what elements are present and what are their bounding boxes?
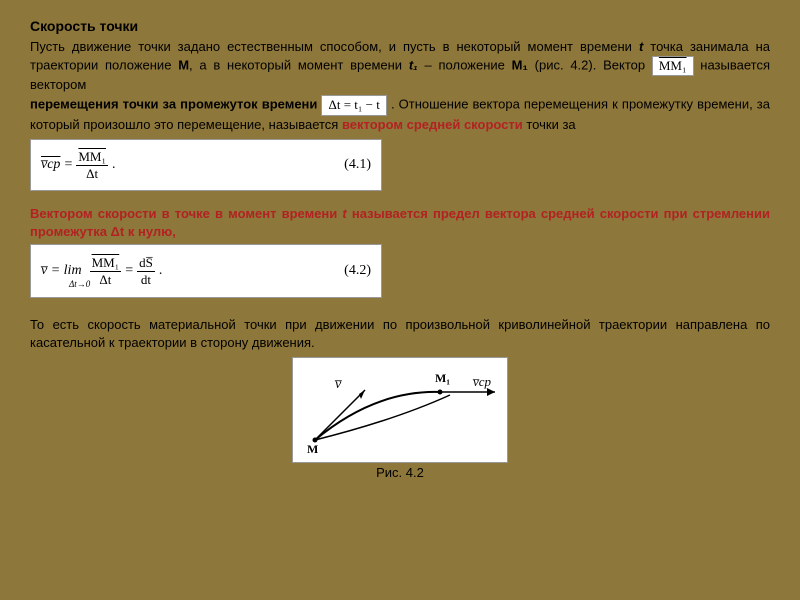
p1-text-e: (рис. 4.2). Вектор: [535, 57, 645, 72]
p2-text-a: перемещения точки за промежуток времени: [30, 97, 317, 112]
eq41-number: (4.1): [344, 157, 371, 173]
fig-label-M1: М₁: [435, 371, 450, 385]
p2-red-term: вектором средней скорости: [342, 117, 523, 132]
p1-text-d: – положение: [425, 57, 505, 72]
eq42-frac2-den: dt: [137, 272, 155, 288]
eq42-frac1-num: MM₁: [90, 255, 122, 272]
p1-var-t1: t₁: [409, 57, 418, 72]
equation-4-1: v̅ср = MM₁ Δt . (4.1): [30, 139, 770, 191]
paragraph-1: Пусть движение точки задано естественным…: [30, 38, 770, 93]
p3-text-a: Вектором скорости в точке в момент време…: [30, 206, 337, 221]
paragraph-3: Вектором скорости в точке в момент време…: [30, 205, 770, 240]
eq42-frac2-num: dS̅: [137, 255, 155, 272]
fig-label-vcp: v̅ср: [472, 374, 491, 389]
p1-text-a: Пусть движение точки задано естественным…: [30, 39, 632, 54]
eq42-frac1-den: Δt: [90, 272, 122, 288]
p1-text-c: , а в некоторый момент времени: [189, 57, 402, 72]
p1-var-t: t: [639, 39, 643, 54]
fig-label-M: М: [307, 442, 318, 455]
slide-content: Скорость точки Пусть движение точки зада…: [0, 0, 800, 490]
figure-diagram: М М₁ v̅ v̅ср: [292, 357, 508, 463]
fig-label-v: v̅: [335, 377, 343, 392]
p1-var-M: М: [178, 57, 189, 72]
equation-4-2: v̅ = lim Δt→0 MM₁ Δt = dS̅ dt . (4.2): [30, 244, 770, 298]
vector-mm1-formula: MM₁: [652, 56, 694, 76]
p3-var-t: t: [342, 206, 346, 221]
eq41-lhs: v̅ср: [41, 157, 60, 173]
eq42-limsub: Δt→0: [69, 279, 90, 289]
eq41-num: MM₁: [76, 149, 108, 166]
slide-title: Скорость точки: [30, 18, 770, 34]
paragraph-4: То есть скорость материальной точки при …: [30, 316, 770, 351]
figure-4-2: М М₁ v̅ v̅ср Рис. 4.2: [30, 357, 770, 480]
eq42-number: (4.2): [344, 263, 371, 279]
p2-text-c: точки за: [526, 117, 575, 132]
eq42-lhs: v̅ = lim: [41, 263, 82, 278]
paragraph-2: перемещения точки за промежуток времени …: [30, 95, 770, 133]
p1-var-M1: М₁: [512, 57, 528, 72]
eq41-den: Δt: [76, 166, 108, 182]
figure-caption: Рис. 4.2: [30, 465, 770, 480]
delta-t-formula: Δt = t₁ − t: [321, 95, 386, 115]
